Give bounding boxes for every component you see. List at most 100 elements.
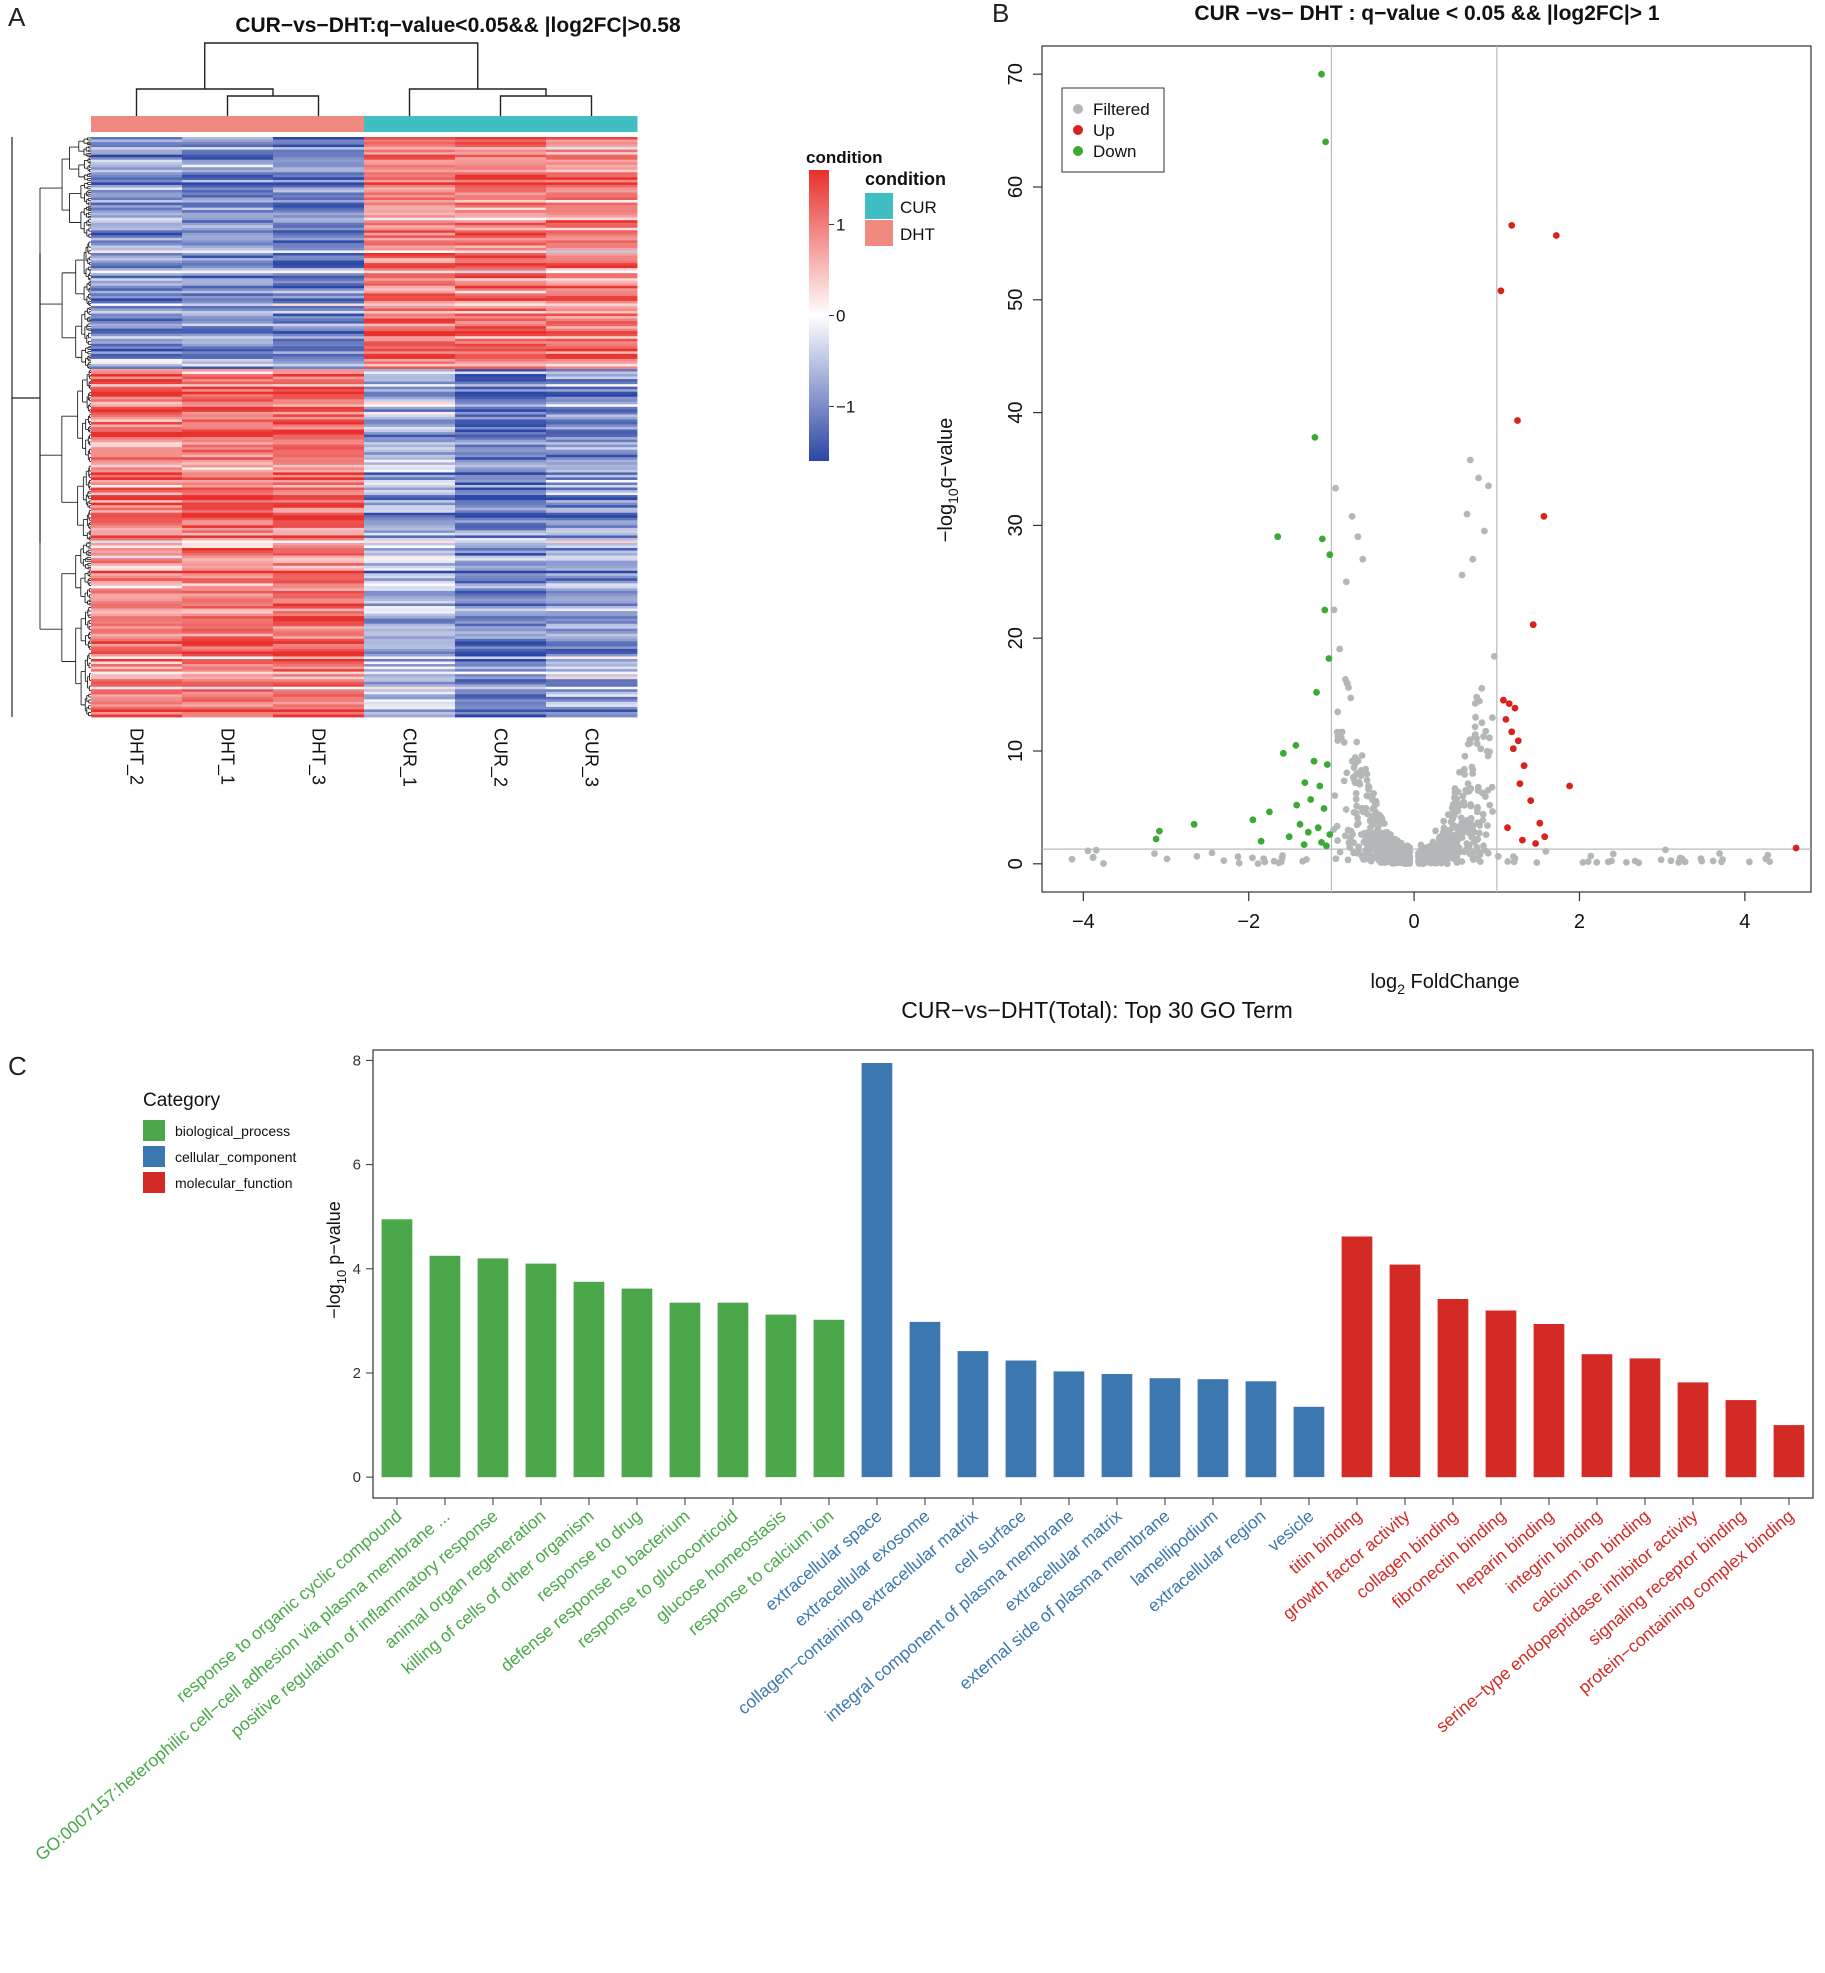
heatmap-cell — [91, 275, 183, 279]
heatmap-cell — [273, 432, 365, 435]
heatmap-cell — [182, 308, 274, 312]
heatmap-cell — [273, 656, 365, 660]
heatmap-cell — [273, 500, 365, 504]
heatmap-cell — [182, 341, 274, 345]
heatmap-cell — [273, 606, 365, 609]
heatmap-cell — [546, 260, 638, 264]
heatmap-cell — [546, 439, 638, 443]
heatmap-cell — [364, 585, 456, 589]
heatmap-cell — [273, 371, 365, 375]
filtered-point — [1453, 795, 1461, 803]
heatmap-cell — [546, 525, 638, 529]
heatmap-cell — [364, 427, 456, 430]
filtered-point — [1368, 855, 1376, 863]
heatmap-cell — [546, 305, 638, 309]
heatmap-cell — [273, 621, 365, 625]
heatmap-cell — [546, 285, 638, 289]
go-bar — [573, 1281, 605, 1478]
up-point — [1508, 728, 1516, 736]
heatmap-cell — [182, 295, 274, 299]
heatmap-cell — [182, 454, 274, 458]
heatmap-cell — [182, 230, 274, 234]
down-point — [1266, 808, 1273, 816]
heatmap-cell — [364, 232, 456, 236]
heatmap-cell — [546, 701, 638, 705]
heatmap-cell — [91, 482, 183, 486]
heatmap-cell — [455, 230, 547, 234]
heatmap-cell — [546, 502, 638, 506]
heatmap-cell — [91, 527, 183, 531]
heatmap-cell — [273, 162, 365, 166]
row-dendrogram-branch — [78, 164, 85, 178]
heatmap-cell — [455, 505, 547, 509]
row-dendrogram-branch — [88, 636, 91, 640]
heatmap-cell — [455, 601, 547, 604]
heatmap-cell — [455, 303, 547, 307]
heatmap-cell — [91, 684, 183, 688]
heatmap-cell — [182, 343, 274, 347]
heatmap-cell — [91, 636, 183, 640]
heatmap-cell — [273, 477, 365, 481]
heatmap-cell — [364, 439, 456, 443]
heatmap-cell — [91, 626, 183, 630]
heatmap-cell — [91, 331, 183, 335]
heatmap-cell — [546, 449, 638, 453]
heatmap-cell — [546, 351, 638, 355]
heatmap-cell — [182, 633, 274, 637]
heatmap-cell — [91, 590, 183, 594]
filtered-point — [1234, 853, 1242, 861]
color-scale-bar — [809, 170, 829, 461]
heatmap-cell — [182, 661, 274, 665]
heatmap-cell — [273, 502, 365, 506]
heatmap-cell — [455, 313, 547, 317]
heatmap-cell — [546, 487, 638, 491]
filtered-point — [1471, 723, 1479, 731]
heatmap-cell — [364, 278, 456, 282]
heatmap-cell — [455, 142, 547, 145]
heatmap-cell — [455, 515, 547, 519]
heatmap-cell — [455, 590, 547, 594]
heatmap-cell — [455, 522, 547, 526]
filtered-point — [1341, 832, 1349, 840]
heatmap-cell — [455, 588, 547, 592]
filtered-point — [1678, 855, 1686, 863]
heatmap-cell — [273, 487, 365, 491]
heatmap-cell — [273, 485, 365, 488]
heatmap-cell — [455, 510, 547, 514]
heatmap-cell — [546, 535, 638, 539]
heatmap-cell — [546, 477, 638, 481]
heatmap-cell — [364, 497, 456, 501]
heatmap-cell — [273, 293, 365, 297]
heatmap-cell — [91, 305, 183, 309]
row-dendrogram-branch — [88, 316, 90, 320]
heatmap-cell — [546, 273, 638, 277]
filtered-point — [1352, 795, 1360, 803]
legend-cur-label: CUR — [900, 198, 937, 217]
heatmap-cell — [182, 497, 274, 501]
heatmap-cell — [91, 497, 183, 501]
heatmap-cell — [273, 250, 365, 254]
heatmap-cell — [273, 295, 365, 299]
heatmap-cell — [455, 353, 547, 357]
heatmap-cell — [455, 550, 547, 554]
heatmap-cell — [182, 147, 274, 151]
volcano-y-label: −log10q−value — [935, 418, 961, 543]
heatmap-cell — [182, 351, 274, 355]
heatmap-cell — [91, 152, 183, 156]
row-dendrogram-branch — [87, 206, 90, 209]
heatmap-cell — [91, 401, 183, 405]
heatmap-cell — [182, 366, 274, 370]
heatmap-cell — [273, 399, 365, 403]
filtered-point — [1479, 810, 1487, 818]
heatmap-cell — [364, 580, 456, 584]
heatmap-cell — [364, 391, 456, 395]
filtered-point — [1374, 845, 1381, 853]
heatmap-cell — [91, 709, 183, 713]
heatmap-cell — [455, 490, 547, 493]
heatmap-cell — [546, 568, 638, 572]
row-dendrogram-branch — [88, 216, 90, 219]
heatmap-cell — [364, 386, 456, 390]
heatmap-cell — [273, 338, 365, 342]
heatmap-cell — [364, 338, 456, 342]
heatmap-cell — [364, 520, 456, 524]
